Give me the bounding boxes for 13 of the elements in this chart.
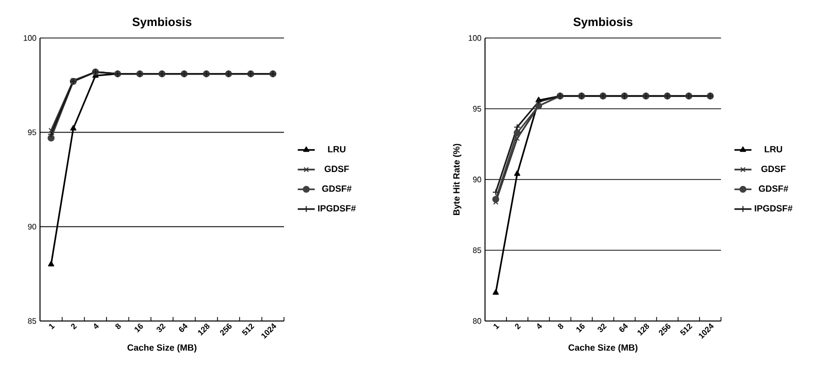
legend-label: IPGDSF# <box>754 205 792 212</box>
legend-label: IPGDSF# <box>318 205 356 212</box>
y-axis-title: Byte Hit Rate (%) <box>452 144 462 216</box>
x-axis-title: Cache Size (MB) <box>568 344 638 353</box>
legend-label: GDSF <box>324 166 349 172</box>
legend-label: LRU <box>328 146 346 152</box>
legend-label: GDSF <box>761 166 786 172</box>
legend-label: LRU <box>764 146 782 152</box>
legend-label: GDSF# <box>322 185 352 192</box>
chart-title: Symbiosis <box>132 17 192 29</box>
x-axis-title: Cache Size (MB) <box>128 344 196 353</box>
legend-label: GDSF# <box>758 185 788 192</box>
chart-title: Symbiosis <box>573 17 632 29</box>
